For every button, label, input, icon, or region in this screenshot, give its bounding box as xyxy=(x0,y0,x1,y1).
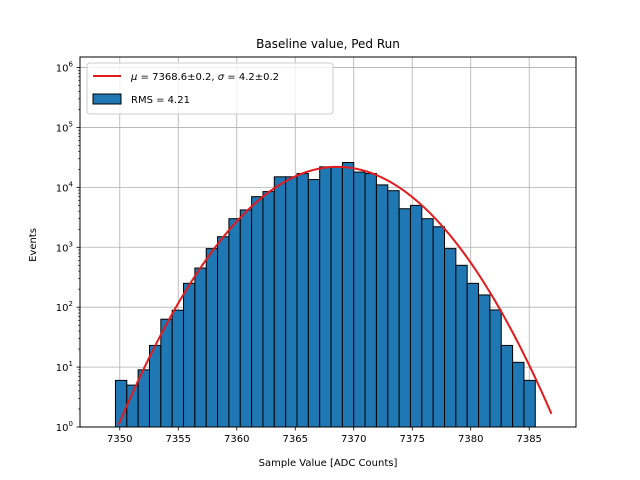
legend-fit-mu: 7368.6±0.2 xyxy=(152,72,211,83)
y-tick-exponent: 3 xyxy=(69,240,73,248)
histogram-bar xyxy=(455,264,468,428)
histogram-bar xyxy=(307,179,321,428)
y-tick-label: 105 xyxy=(56,120,73,134)
histogram-bar xyxy=(398,208,411,428)
histogram-bar xyxy=(489,309,502,428)
y-tick-label: 100 xyxy=(56,420,73,434)
legend-fit-sigma: 4.2±0.2 xyxy=(239,72,279,83)
x-tick-label: 7365 xyxy=(283,434,308,445)
histogram-bar xyxy=(217,236,230,428)
histogram-bar xyxy=(409,204,423,428)
x-tick-label: 7375 xyxy=(399,434,424,445)
histogram-bar xyxy=(239,209,253,428)
y-tick-exponent: 4 xyxy=(69,180,74,188)
axis-ticks: 7350 7355 7360 7365 7370 7375 7380 738510010110… xyxy=(56,61,542,445)
y-tick-exponent: 2 xyxy=(69,300,73,308)
x-tick-label: 7385 xyxy=(516,434,541,445)
y-tick-base: 10 xyxy=(56,363,69,374)
plot-frame xyxy=(79,56,577,428)
histogram-bar xyxy=(341,162,355,428)
x-axis-title: Sample Value [ADC Counts] xyxy=(259,458,398,469)
x-tick-label: 7380 xyxy=(458,434,483,445)
y-tick-exponent: 6 xyxy=(69,61,74,69)
legend: μ = 7368.6±0.2, σ = 4.2±0.2 RMS = 4.21 xyxy=(86,62,334,115)
histogram-bar xyxy=(523,379,536,428)
histogram-bar xyxy=(205,248,219,428)
y-tick-base: 10 xyxy=(56,183,69,194)
y-tick-label: 101 xyxy=(56,360,73,374)
histogram-bar xyxy=(375,184,389,428)
histogram-bar xyxy=(432,226,446,428)
histogram-bar xyxy=(421,218,434,428)
gaussian-fit-line xyxy=(117,165,553,426)
histogram-bar xyxy=(478,294,491,428)
x-tick-label: 7360 xyxy=(224,434,249,445)
histogram-bar xyxy=(262,191,275,428)
y-tick-exponent: 0 xyxy=(69,420,73,428)
histogram-bar xyxy=(148,344,162,428)
histogram-bar xyxy=(330,166,343,428)
histogram-bar xyxy=(500,344,514,428)
chart-title: Baseline value, Ped Run xyxy=(256,37,400,51)
histogram-bars xyxy=(114,162,536,428)
histogram-bar xyxy=(319,166,332,428)
histogram-bar xyxy=(171,309,185,428)
legend-fit-label: μ = 7368.6±0.2, σ = 4.2±0.2 xyxy=(130,72,279,83)
legend-box xyxy=(86,62,334,115)
histogram-bar xyxy=(466,282,480,428)
histogram-bar xyxy=(285,176,298,428)
y-tick-base: 10 xyxy=(56,123,69,134)
y-tick-label: 104 xyxy=(56,180,74,194)
y-axis-title: Events xyxy=(28,228,39,262)
histogram-bar xyxy=(251,196,264,428)
histogram-bar xyxy=(228,218,241,428)
histogram-bar xyxy=(194,267,207,428)
y-tick-base: 10 xyxy=(56,243,69,254)
histogram-bar xyxy=(512,361,525,428)
x-tick-label: 7355 xyxy=(166,434,191,445)
plot-area xyxy=(79,56,577,428)
y-tick-base: 10 xyxy=(56,64,69,75)
y-tick-label: 106 xyxy=(56,61,74,75)
histogram-bar xyxy=(364,173,377,428)
y-tick-exponent: 5 xyxy=(69,120,73,128)
legend-hist-swatch xyxy=(92,93,122,105)
legend-hist-label: RMS = 4.21 xyxy=(131,95,190,106)
histogram-bar xyxy=(353,171,366,428)
histogram-bar xyxy=(183,282,196,428)
histogram-bar xyxy=(387,190,400,428)
y-tick-base: 10 xyxy=(56,303,69,314)
histogram-bar xyxy=(273,176,287,428)
y-tick-exponent: 1 xyxy=(69,360,73,368)
y-tick-base: 10 xyxy=(56,423,69,434)
x-tick-label: 7370 xyxy=(341,434,366,445)
y-tick-label: 102 xyxy=(56,300,73,314)
histogram-bar xyxy=(296,173,309,428)
y-tick-label: 103 xyxy=(56,240,73,254)
histogram-bar xyxy=(444,248,457,428)
x-tick-label: 7350 xyxy=(107,434,132,445)
histogram-bar xyxy=(160,318,173,428)
